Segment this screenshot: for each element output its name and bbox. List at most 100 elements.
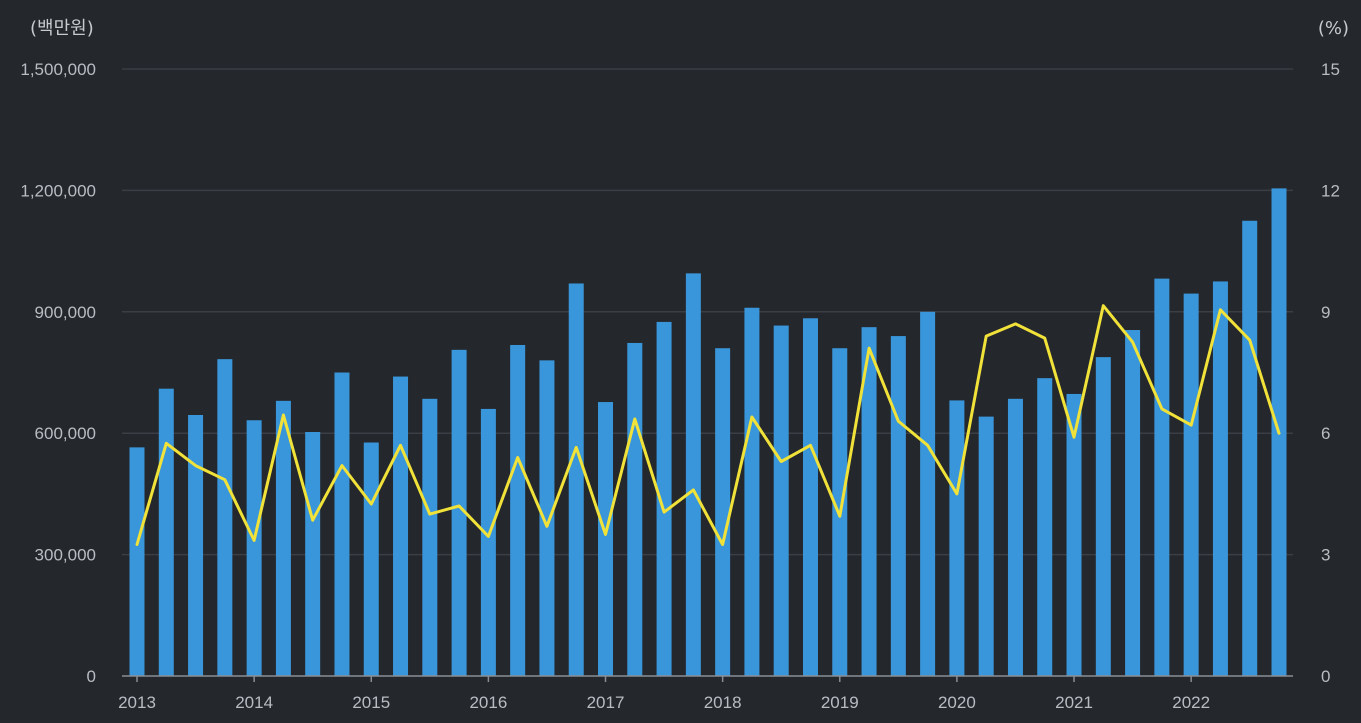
line-point (897, 419, 900, 423)
bar (861, 327, 877, 676)
line-point (311, 519, 314, 522)
bar (480, 408, 496, 676)
bar (1007, 398, 1023, 676)
left-tick-label: 1,500,000 (20, 60, 96, 79)
x-tick-label: 2016 (469, 693, 507, 712)
right-tick-label: 15 (1321, 60, 1340, 79)
line-point (1131, 340, 1134, 344)
bar (1066, 393, 1082, 676)
line-series (135, 304, 1281, 546)
left-tick-label: 0 (87, 667, 96, 686)
line-point (1277, 432, 1281, 435)
line-point (575, 446, 578, 449)
line-point (867, 347, 871, 350)
x-tick-label: 2013 (118, 693, 156, 712)
right-tick-label: 3 (1321, 546, 1330, 565)
bar (246, 420, 262, 676)
line-point (633, 417, 636, 421)
bar (627, 342, 643, 676)
x-tick-label: 2021 (1055, 693, 1093, 712)
line-point (545, 525, 549, 528)
bar (158, 388, 174, 676)
line-point (194, 464, 197, 467)
line-point (165, 442, 168, 445)
bar (1183, 293, 1199, 676)
x-tick-label: 2015 (352, 693, 390, 712)
line-point (838, 514, 841, 518)
bar (949, 400, 965, 676)
line-point (1248, 338, 1251, 342)
bar (451, 349, 467, 676)
bar (1242, 220, 1258, 676)
line-point (721, 543, 724, 546)
line-point (955, 492, 959, 496)
bar (744, 307, 760, 676)
line-point (457, 504, 461, 508)
line-point (750, 415, 754, 419)
line-point (692, 488, 695, 492)
line-point (223, 478, 227, 481)
line-point (135, 543, 139, 546)
bar (363, 442, 379, 676)
right-tick-label: 12 (1321, 181, 1340, 200)
bar (422, 398, 438, 676)
bar (275, 400, 291, 676)
line-point (1219, 308, 1222, 311)
line-point (487, 535, 490, 538)
left-tick-label: 900,000 (35, 303, 96, 322)
line-point (662, 510, 666, 514)
line-point (399, 444, 402, 447)
left-tick-label: 1,200,000 (20, 181, 96, 200)
bar (715, 348, 731, 676)
bar (802, 318, 818, 676)
right-tick-label: 0 (1321, 667, 1330, 686)
left-tick-label: 300,000 (35, 546, 96, 565)
grid-lines (122, 68, 1293, 556)
line-point (1072, 436, 1076, 439)
line-point (1102, 304, 1105, 307)
bar (393, 376, 409, 676)
bar-series (129, 188, 1287, 677)
line-point (984, 334, 988, 338)
line-point (1189, 423, 1193, 427)
right-tick-label: 6 (1321, 424, 1330, 443)
bar (217, 359, 233, 676)
axes: 0 0 300,000 3 600,000 6 900,000 9 1,200,000 12 1,5… (20, 60, 1340, 712)
line-point (604, 533, 607, 536)
line-point (340, 464, 344, 467)
line-point (926, 444, 929, 447)
line-point (428, 512, 432, 516)
x-tick-label: 2022 (1172, 693, 1210, 712)
right-tick-label: 9 (1321, 303, 1330, 322)
bar (129, 447, 145, 676)
line-point (780, 460, 783, 463)
x-tick-label: 2019 (821, 693, 859, 712)
bar (1125, 330, 1141, 676)
line-point (809, 444, 812, 447)
line-point (1043, 336, 1046, 340)
bar (598, 402, 614, 676)
line-point (516, 456, 519, 459)
x-tick-label: 2018 (704, 693, 742, 712)
bar (539, 360, 555, 676)
bar (188, 414, 204, 676)
bar (1212, 281, 1228, 676)
bar (1154, 278, 1170, 676)
line-path (135, 304, 1281, 546)
line-point (370, 502, 373, 506)
bar (568, 283, 584, 676)
bar (656, 321, 672, 676)
bar (685, 273, 701, 676)
bar (978, 416, 994, 676)
bar (773, 325, 789, 676)
right-axis-unit: (%) (1318, 18, 1349, 39)
bar (890, 336, 906, 676)
line-point (282, 413, 285, 417)
left-axis-unit: (백만원) (30, 18, 94, 39)
bar (305, 431, 321, 676)
x-tick-label: 2017 (587, 693, 625, 712)
bar (920, 311, 936, 676)
bar (1037, 378, 1053, 676)
line-point (1160, 407, 1164, 411)
